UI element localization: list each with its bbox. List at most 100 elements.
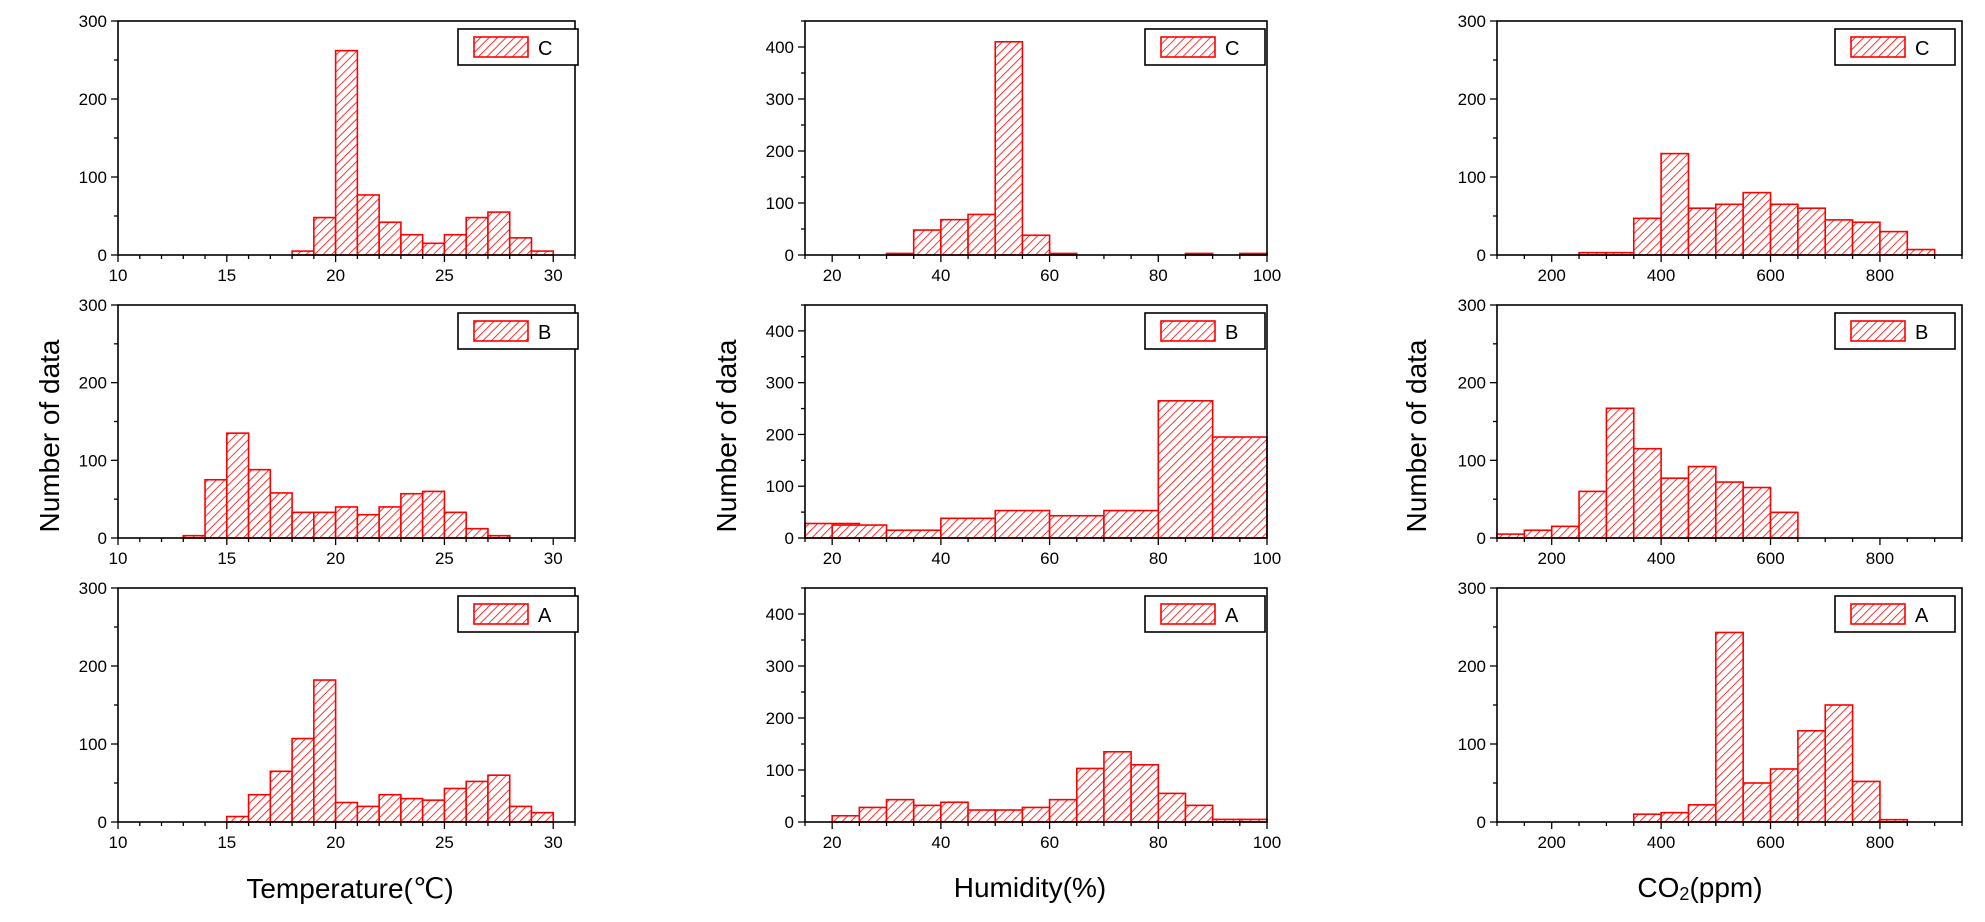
x-tick-label: 200 <box>1538 266 1566 285</box>
bar-co2-a-400 <box>1660 811 1690 823</box>
legend-swatch <box>1850 603 1906 625</box>
y-tick-label: 300 <box>766 90 794 109</box>
x-tick-label: 400 <box>1647 549 1675 568</box>
bar-humidity-a-25 <box>858 806 888 823</box>
bar-temperature-a-23 <box>400 797 424 823</box>
x-tick-label: 30 <box>544 833 563 852</box>
bar-temperature-c-28 <box>508 237 533 256</box>
x-tick-label: 60 <box>1040 266 1059 285</box>
y-tick-label: 200 <box>766 709 794 728</box>
bar-humidity-b-50 <box>994 509 1051 539</box>
bar-temperature-c-21 <box>356 194 380 256</box>
bar-temperature-a-24 <box>421 799 446 823</box>
legend-swatch <box>1850 320 1906 342</box>
bar-temperature-a-15 <box>226 815 250 823</box>
y-tick-label: 300 <box>1458 579 1486 598</box>
bar-temperature-a-27 <box>487 774 511 823</box>
legend-label: C <box>1915 38 1929 60</box>
bar-co2-c-350 <box>1632 217 1662 256</box>
y-tick-label: 300 <box>1458 296 1486 315</box>
legend-humidity-b: B <box>1144 312 1266 350</box>
y-tick-label: 100 <box>79 451 107 470</box>
bar-humidity-a-65 <box>1075 767 1105 823</box>
panel-co2-a: 200 400 600 800 0 100 200 300 A <box>1458 579 1963 852</box>
x-axis-label-temperature: Temperature(℃) <box>246 873 454 904</box>
legend-co2-c: C <box>1834 28 1956 66</box>
x-tick-label: 800 <box>1866 833 1894 852</box>
y-tick-label: 300 <box>766 657 794 676</box>
bar-temperature-a-16 <box>247 793 272 823</box>
bar-temperature-a-29 <box>530 811 555 823</box>
bar-co2-c-700 <box>1824 219 1854 256</box>
bar-temperature-b-25 <box>443 511 467 539</box>
bar-temperature-b-23 <box>400 492 424 539</box>
panel-humidity-c: 20 40 60 80 100 0 100 200 300 400 C <box>766 20 1281 285</box>
panel-co2-b: 200 400 600 800 0 100 200 300 B <box>1458 296 1963 568</box>
bar-co2-b-600 <box>1769 511 1799 539</box>
bar-co2-c-850 <box>1906 248 1936 256</box>
y-tick-label: 400 <box>766 322 794 341</box>
x-tick-label: 10 <box>109 266 128 285</box>
legend-swatch <box>473 36 529 58</box>
bar-temperature-a-17 <box>269 770 293 823</box>
legend-swatch <box>1160 603 1216 625</box>
legend-co2-a: A <box>1834 595 1956 633</box>
bar-humidity-b-80 <box>1157 399 1214 539</box>
legend-label: A <box>1915 605 1929 627</box>
x-tick-label: 20 <box>823 266 842 285</box>
bar-humidity-b-90 <box>1211 436 1268 539</box>
x-tick-label: 80 <box>1149 833 1168 852</box>
y-axis-label-left: Number of data <box>34 339 65 533</box>
bar-temperature-b-21 <box>356 513 380 539</box>
legend-swatch <box>473 603 529 625</box>
co2-label-subscript: 2 <box>1679 884 1690 904</box>
bar-temperature-b-22 <box>378 506 402 539</box>
legend-label: B <box>538 322 551 344</box>
legend-label: A <box>538 605 552 627</box>
y-tick-label: 0 <box>1477 529 1486 548</box>
x-tick-label: 100 <box>1253 833 1281 852</box>
panel-humidity-b: 20 40 60 80 100 0 100 200 300 400 B <box>766 304 1281 568</box>
bar-humidity-c-50 <box>994 40 1024 256</box>
plot-frame <box>804 304 1268 539</box>
bar-co2-a-450 <box>1687 804 1717 823</box>
bar-co2-c-800 <box>1879 230 1909 256</box>
x-tick-label: 10 <box>109 549 128 568</box>
bar-co2-c-750 <box>1851 221 1881 256</box>
y-tick-label: 300 <box>766 374 794 393</box>
x-tick-label: 800 <box>1866 266 1894 285</box>
y-tick-label: 100 <box>1458 451 1486 470</box>
x-tick-label: 20 <box>823 549 842 568</box>
bar-humidity-a-20 <box>831 814 861 823</box>
bar-co2-a-500 <box>1715 631 1744 823</box>
legend-humidity-c: C <box>1144 28 1266 66</box>
bar-humidity-a-85 <box>1184 804 1214 823</box>
y-tick-label: 0 <box>785 246 794 265</box>
x-tick-label: 400 <box>1647 266 1675 285</box>
x-tick-label: 40 <box>931 833 950 852</box>
bar-co2-c-650 <box>1797 207 1827 256</box>
x-tick-label: 60 <box>1040 549 1059 568</box>
x-tick-label: 80 <box>1149 549 1168 568</box>
y-tick-label: 0 <box>785 529 794 548</box>
bar-temperature-c-23 <box>400 233 424 256</box>
bar-temperature-a-25 <box>443 787 467 823</box>
y-tick-label: 200 <box>766 142 794 161</box>
x-tick-label: 25 <box>435 266 454 285</box>
y-tick-label: 200 <box>1458 374 1486 393</box>
bar-humidity-b-60 <box>1048 514 1105 539</box>
bar-co2-a-550 <box>1742 782 1772 823</box>
y-tick-label: 100 <box>766 761 794 780</box>
legend-label: B <box>1915 322 1928 344</box>
bar-co2-c-450 <box>1687 207 1717 256</box>
bar-co2-b-500 <box>1715 481 1744 539</box>
legend-swatch <box>1160 320 1216 342</box>
bar-humidity-a-70 <box>1103 750 1132 823</box>
bar-temperature-b-15 <box>226 432 250 539</box>
bar-temperature-c-19 <box>313 216 337 256</box>
x-tick-label: 10 <box>109 833 128 852</box>
bar-temperature-b-14 <box>204 478 228 539</box>
x-tick-label: 20 <box>326 833 345 852</box>
bar-temperature-a-20 <box>334 801 359 823</box>
